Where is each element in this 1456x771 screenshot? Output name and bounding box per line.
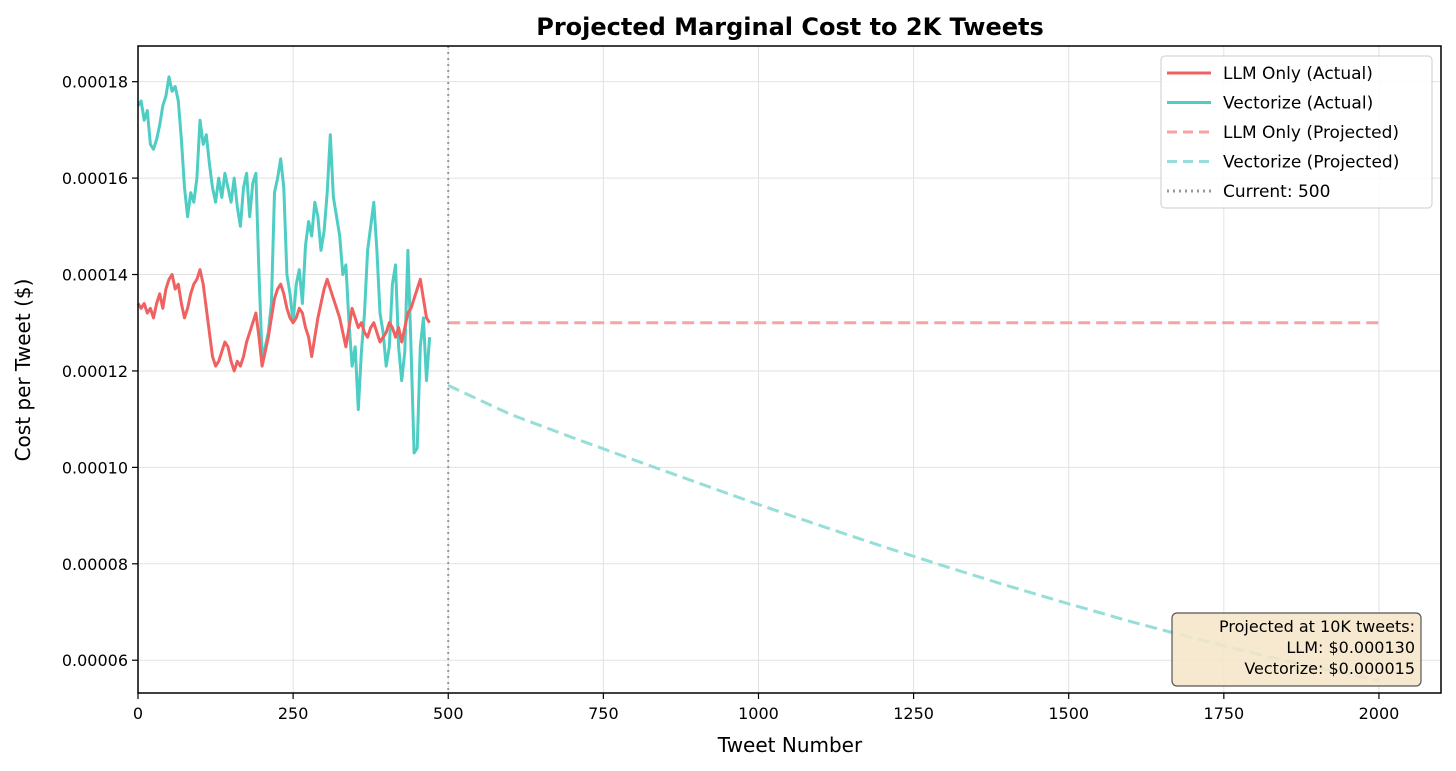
legend-label: LLM Only (Actual): [1223, 64, 1373, 84]
x-tick-label: 750: [588, 704, 619, 723]
x-tick-label: 0: [133, 704, 143, 723]
legend-label: LLM Only (Projected): [1223, 123, 1399, 143]
plot-frame: [137, 45, 1442, 694]
annotation-box: [1171, 612, 1422, 687]
x-tick-label: 1000: [738, 704, 779, 723]
chart-title: Projected Marginal Cost to 2K Tweets: [536, 13, 1044, 41]
x-tick-label: 250: [278, 704, 309, 723]
legend-box: [1160, 55, 1433, 209]
x-axis-label: Tweet Number: [717, 733, 863, 757]
legend-label: Vectorize (Projected): [1223, 153, 1399, 173]
y-tick-label: 0.00008: [62, 555, 128, 574]
y-tick-label: 0.00006: [62, 651, 128, 670]
legend: LLM Only (Actual) Vectorize (Actual) LLM O…: [1160, 55, 1433, 209]
x-tick-label: 2000: [1359, 704, 1400, 723]
llm-actual-line: [136, 268, 431, 373]
x-tick-label: 1500: [1048, 704, 1089, 723]
annotation-line: LLM: $0.000130: [1286, 638, 1415, 657]
annotation-line: Vectorize: $0.000015: [1244, 659, 1415, 678]
annotation-line: Projected at 10K tweets:: [1219, 617, 1415, 636]
y-tick-label: 0.00010: [62, 458, 128, 477]
y-axis-label: Cost per Tweet ($): [11, 279, 35, 462]
y-tick-label: 0.00016: [62, 169, 128, 188]
x-axis: 0 250 500 750 1000 1250 1500 1750 2000: [133, 693, 1399, 723]
legend-label: Vectorize (Actual): [1223, 94, 1373, 114]
y-tick-label: 0.00012: [62, 362, 128, 381]
y-tick-label: 0.00018: [62, 73, 128, 92]
x-tick-label: 500: [433, 704, 464, 723]
projection-annotation: Projected at 10K tweets: LLM: $0.000130 Ve…: [1171, 612, 1422, 687]
y-tick-label: 0.00014: [62, 266, 128, 285]
y-axis: 0.00006 0.00008 0.00010 0.00012 0.00014 0.000…: [62, 73, 138, 670]
vectorize-actual-line: [136, 75, 432, 455]
x-tick-label: 1250: [893, 704, 934, 723]
legend-label: Current: 500: [1223, 182, 1330, 202]
x-tick-label: 1750: [1203, 704, 1244, 723]
